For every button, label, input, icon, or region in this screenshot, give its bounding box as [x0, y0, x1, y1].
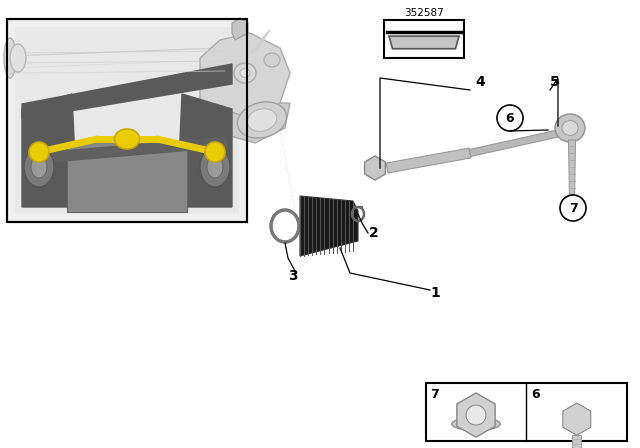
Polygon shape — [386, 148, 471, 173]
Ellipse shape — [240, 69, 250, 78]
Polygon shape — [22, 94, 77, 207]
Text: 352587: 352587 — [404, 8, 444, 17]
Ellipse shape — [234, 63, 256, 83]
Polygon shape — [563, 403, 591, 435]
Ellipse shape — [10, 44, 26, 72]
Ellipse shape — [207, 156, 223, 178]
Bar — [384, 20, 464, 58]
Polygon shape — [22, 64, 232, 119]
Text: 6: 6 — [531, 388, 540, 401]
Ellipse shape — [29, 142, 49, 162]
Bar — [7, 19, 247, 222]
Polygon shape — [300, 196, 358, 256]
Text: 7: 7 — [568, 202, 577, 215]
Ellipse shape — [24, 147, 54, 187]
Bar — [67, 142, 187, 212]
Ellipse shape — [555, 114, 585, 142]
Ellipse shape — [237, 102, 287, 138]
Circle shape — [466, 405, 486, 425]
Ellipse shape — [4, 38, 16, 78]
Circle shape — [497, 105, 523, 131]
Polygon shape — [389, 36, 459, 49]
Polygon shape — [568, 140, 575, 200]
Ellipse shape — [247, 109, 276, 131]
Ellipse shape — [264, 53, 280, 67]
Ellipse shape — [115, 129, 140, 149]
Bar — [7, 19, 247, 222]
Text: 7: 7 — [431, 388, 439, 401]
Polygon shape — [215, 103, 290, 143]
Text: 4: 4 — [475, 75, 485, 89]
Text: 5: 5 — [550, 75, 560, 89]
Ellipse shape — [205, 142, 225, 162]
Polygon shape — [200, 33, 290, 118]
Bar — [15, 27, 239, 214]
Polygon shape — [469, 129, 561, 156]
Bar — [426, 383, 627, 441]
Polygon shape — [457, 393, 495, 437]
Polygon shape — [10, 30, 230, 106]
Polygon shape — [252, 30, 270, 53]
Ellipse shape — [562, 121, 578, 135]
Bar — [572, 435, 581, 448]
Ellipse shape — [452, 417, 500, 431]
Text: 6: 6 — [506, 112, 515, 125]
Text: 2: 2 — [369, 226, 379, 240]
Text: 3: 3 — [288, 269, 298, 283]
Polygon shape — [232, 18, 248, 40]
Polygon shape — [27, 137, 227, 164]
Ellipse shape — [200, 147, 230, 187]
Polygon shape — [365, 156, 385, 180]
Text: 1: 1 — [430, 286, 440, 300]
Ellipse shape — [31, 156, 47, 178]
Circle shape — [560, 195, 586, 221]
Polygon shape — [177, 94, 232, 207]
